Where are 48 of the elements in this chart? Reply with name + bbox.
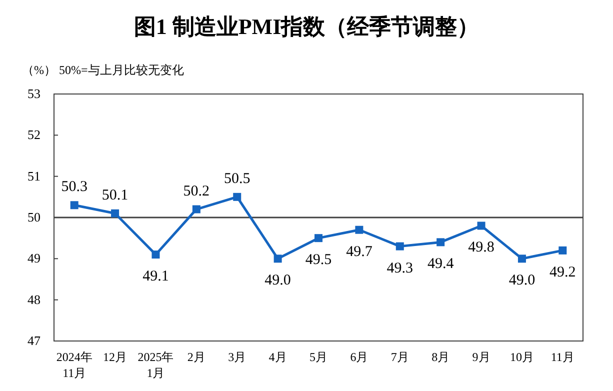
data-label: 49.4 <box>427 256 454 272</box>
point <box>192 205 200 214</box>
x-tick-label: 2月 <box>187 350 206 364</box>
data-label: 50.3 <box>61 179 88 196</box>
point <box>396 242 404 250</box>
data-label: 49.2 <box>550 264 576 280</box>
point <box>233 192 242 201</box>
y-tick-label: 50 <box>28 210 40 224</box>
x-tick-label: 2024年 11月 <box>56 350 92 380</box>
x-tick-label: 4月 <box>268 350 287 364</box>
point <box>314 234 322 242</box>
y-tick-label: 53 <box>28 86 40 101</box>
point <box>355 226 364 234</box>
data-label: 50.5 <box>224 170 250 187</box>
data-label: 49.5 <box>305 252 332 268</box>
data-label: 49.0 <box>264 272 291 289</box>
x-tick-label: 6月 <box>350 350 368 364</box>
data-label: 49.3 <box>386 260 414 276</box>
point <box>111 209 120 218</box>
y-tick-label: 47 <box>28 333 41 348</box>
chart-title: 图1 制造业PMI指数（经季节调整） <box>134 14 480 39</box>
y-tick-label: 51 <box>28 168 40 184</box>
point <box>477 222 486 230</box>
point <box>558 246 567 254</box>
point <box>70 201 78 210</box>
y-tick-label: 48 <box>28 292 40 307</box>
x-tick-label: 2025年 1月 <box>138 350 174 380</box>
data-label: 50.2 <box>183 183 210 200</box>
x-tick-label: 5月 <box>310 350 328 364</box>
data-label: 49.8 <box>468 240 494 256</box>
x-tick-label: 10月 <box>510 350 534 364</box>
x-tick-label: 7月 <box>390 350 409 364</box>
point <box>152 250 160 259</box>
y-axis-title: （%） 50%=与上月比较无变化 <box>22 63 184 77</box>
data-label: 49.1 <box>142 268 169 285</box>
x-tick-label: 11月 <box>550 350 574 364</box>
x-tick-label: 9月 <box>472 350 490 364</box>
data-label: 49.7 <box>346 244 373 260</box>
y-tick-label: 49 <box>28 250 40 266</box>
x-tick-label: 12月 <box>103 350 128 364</box>
point <box>436 238 445 246</box>
x-tick-label: 3月 <box>228 350 246 364</box>
data-label: 49.0 <box>508 272 536 289</box>
point <box>274 254 282 263</box>
x-tick-label: 8月 <box>432 350 450 364</box>
y-tick-label: 52 <box>28 127 40 142</box>
point <box>518 254 526 263</box>
data-label: 50.1 <box>102 187 128 204</box>
